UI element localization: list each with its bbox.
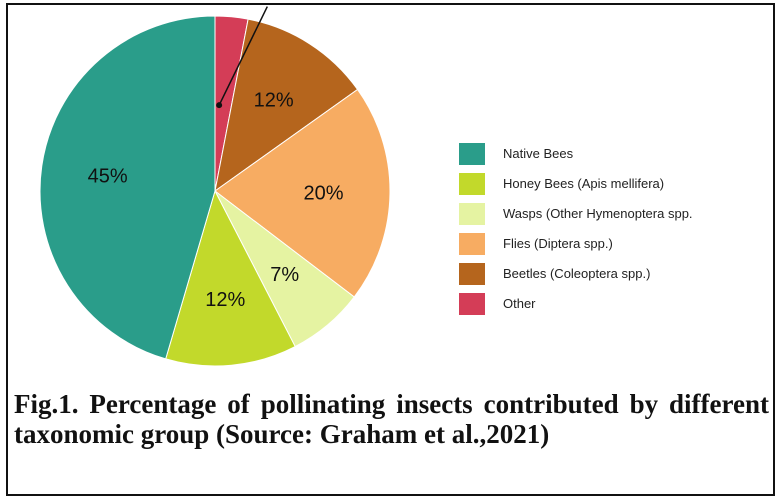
slice-label-honey-bees-apis-mellifera: 12% [205,289,245,311]
legend-swatch-flies-diptera-spp [459,233,485,255]
pie-slice-beetles-coleoptera-spp [214,18,359,193]
slice-label-wasps-other-hymenoptera-spp: 7% [270,264,299,286]
pie-slice-native-bees [39,15,216,360]
legend-swatch-native-bees [459,143,485,165]
pie-slice-flies-diptera-spp [214,88,391,298]
slice-label-other: 3% [270,5,299,6]
slice-label-flies-diptera-spp: 20% [303,183,343,205]
figure-frame: 3% 12% 20% 7% 12% 45% Native Bees Honey Bees (… [6,3,775,496]
pie-chart: 3% 12% 20% 7% 12% 45% Native Bees Honey Bees (… [39,5,693,367]
legend-swatch-honey-bees-apis-mellifera [459,173,485,195]
legend-label-native-bees: Native Bees [503,146,574,161]
leader-line-other [218,6,268,106]
figure-caption: Fig.1. Percentage of pollinating insects… [14,389,769,449]
pie-slice-honey-bees-apis-mellifera [165,189,296,367]
legend-label-honey-bees-apis-mellifera: Honey Bees (Apis mellifera) [503,176,664,191]
slice-label-beetles-coleoptera-spp: 12% [254,90,294,112]
legend-label-other: Other [503,296,536,311]
legend-label-flies-diptera-spp: Flies (Diptera spp.) [503,236,613,251]
legend-swatch-wasps-other-hymenoptera-spp [459,203,485,225]
legend-label-wasps-other-hymenoptera-spp: Wasps (Other Hymenoptera spp. [503,206,693,221]
leader-dot-other [216,102,223,109]
slice-label-native-bees: 45% [88,166,128,188]
legend-swatch-beetles-coleoptera-spp [459,263,485,285]
legend-swatch-other [459,293,485,315]
legend-label-beetles-coleoptera-spp: Beetles (Coleoptera spp.) [503,266,650,281]
